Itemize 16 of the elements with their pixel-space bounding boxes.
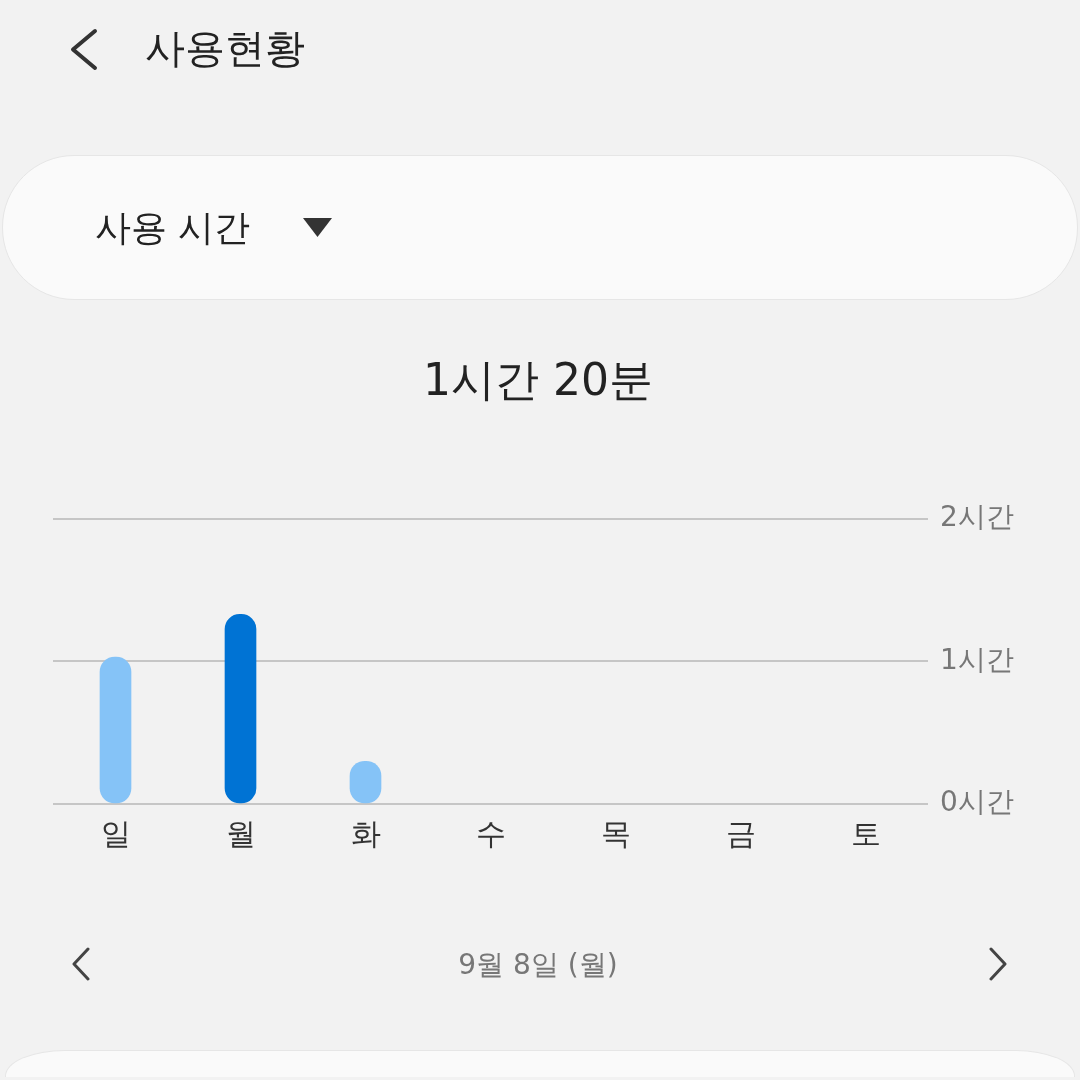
y-tick-label: 1시간: [940, 642, 1014, 676]
y-tick-label: 2시간: [940, 500, 1014, 534]
y-tick-label: 0시간: [940, 785, 1014, 819]
x-tick-label: 목: [600, 815, 631, 851]
bar: [99, 656, 132, 804]
bar: [224, 614, 257, 804]
text: 9월 8일 (월): [457, 947, 619, 983]
text: 사용 시간: [95, 206, 251, 250]
x-tick-label: 일: [100, 815, 131, 851]
x-tick-label: 금: [725, 815, 756, 851]
x-tick-label: 수: [475, 815, 506, 851]
chart-title: 사용현황: [145, 24, 305, 73]
x-tick-label: 월: [225, 815, 256, 851]
chart-subtitle: 1시간 20분: [422, 353, 654, 407]
x-tick-label: 토: [850, 815, 881, 851]
x-tick-label: 화: [350, 815, 381, 851]
